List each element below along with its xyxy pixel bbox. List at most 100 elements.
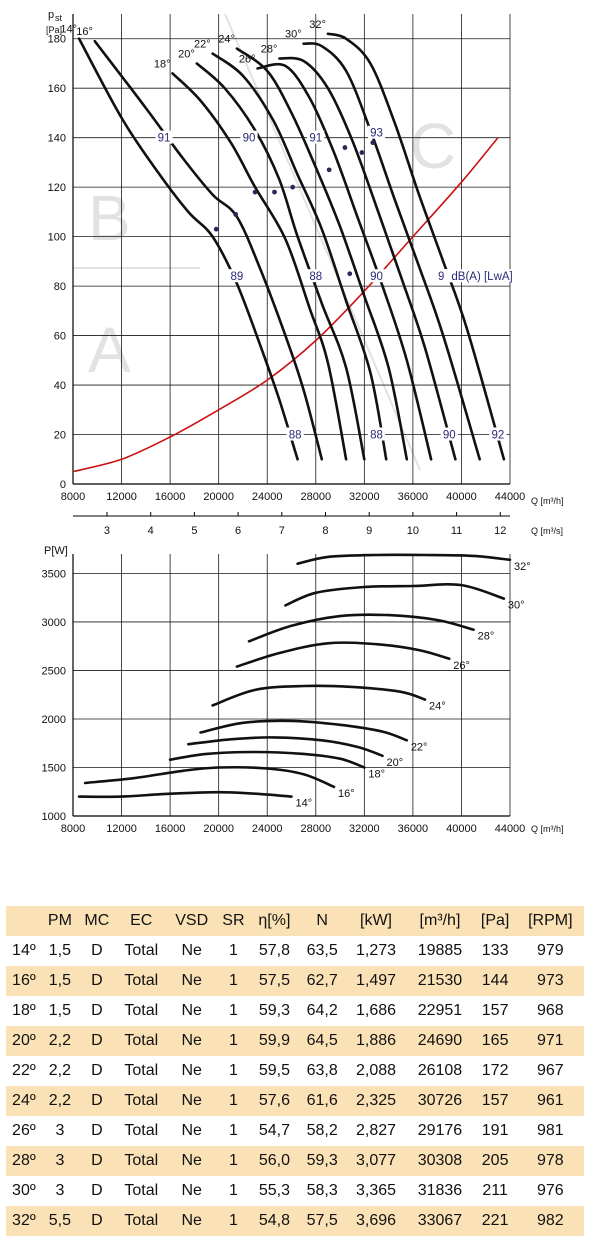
table-cell: 1 bbox=[216, 1086, 251, 1116]
table-cell: 165 bbox=[473, 1026, 517, 1056]
table-cell: 205 bbox=[473, 1146, 517, 1176]
table-cell: 24º bbox=[6, 1086, 42, 1116]
y-axis-label: p bbox=[48, 9, 54, 21]
y-tick-label: 2000 bbox=[42, 714, 66, 726]
x-tick-label: 36000 bbox=[398, 823, 429, 835]
power-curve-32 bbox=[296, 553, 512, 565]
secondary-tick-label: 11 bbox=[451, 525, 462, 537]
column-header: [Pa] bbox=[473, 906, 517, 936]
table-cell: 1 bbox=[228, 1062, 238, 1079]
x-tick-label: 12000 bbox=[106, 491, 137, 503]
power-curve-label: 20° bbox=[387, 757, 404, 769]
efficiency-label-bg bbox=[155, 130, 173, 144]
fan-curve-label: 28° bbox=[261, 44, 278, 56]
x-tick-label: 44000 bbox=[495, 823, 526, 835]
efficiency-label: 88 bbox=[289, 430, 302, 442]
efficiency-label: 90 bbox=[370, 271, 383, 283]
efficiency-label: 91 bbox=[309, 133, 322, 145]
table-cell: 3,365 bbox=[355, 1182, 397, 1199]
table-cell: Total bbox=[124, 942, 159, 959]
power-curve-label: 18° bbox=[368, 768, 385, 780]
table-cell: Total bbox=[124, 1182, 159, 1199]
efficiency-label: 91 bbox=[158, 133, 171, 145]
table-cell: 191 bbox=[481, 1122, 509, 1139]
y-tick-label: 60 bbox=[54, 331, 66, 343]
efficiency-label: 90 bbox=[443, 430, 456, 442]
table-row: 20º 2,2 D Total Ne 1 59,9 64,5 1,886 24690 165 971 bbox=[6, 1026, 584, 1056]
x-tick-label: 20000 bbox=[203, 823, 234, 835]
table-cell: 1,5 bbox=[48, 1002, 72, 1019]
table-cell: 968 bbox=[536, 1002, 564, 1019]
table-cell: 157 bbox=[481, 1002, 509, 1019]
table-cell: Total bbox=[115, 1146, 167, 1176]
table-cell: Ne bbox=[166, 1086, 217, 1116]
table-cell: 22º bbox=[12, 1062, 36, 1079]
fan-curve-24 bbox=[235, 47, 409, 461]
table-row: 18º 1,5 D Total Ne 1 59,3 64,2 1,686 22951 157 968 bbox=[6, 996, 584, 1026]
table-cell: 157 bbox=[473, 1086, 517, 1116]
table-cell: 2,2 bbox=[41, 1086, 79, 1116]
table-cell: D bbox=[91, 942, 103, 959]
operating-point bbox=[272, 189, 277, 195]
x-axis-label: Q [m³/h] bbox=[531, 824, 564, 834]
table-cell: D bbox=[78, 1026, 116, 1056]
x-tick-label: 44000 bbox=[495, 491, 526, 503]
column-header: [RPM] bbox=[516, 906, 584, 936]
table-cell: 26108 bbox=[417, 1062, 463, 1079]
table-cell: 3,077 bbox=[345, 1146, 407, 1176]
table-cell: 961 bbox=[516, 1086, 584, 1116]
table-cell: Ne bbox=[181, 1062, 202, 1079]
table-cell: 57,6 bbox=[250, 1086, 299, 1116]
fan-curve-label: 24° bbox=[218, 34, 235, 46]
operating-point bbox=[233, 211, 239, 217]
x-axis-label: Q [m³/h] bbox=[531, 496, 564, 506]
operating-point bbox=[359, 150, 365, 155]
table-cell: 172 bbox=[481, 1062, 509, 1079]
fan-curve-32 bbox=[326, 32, 506, 461]
table-cell: 61,6 bbox=[298, 1086, 346, 1116]
operating-point bbox=[290, 184, 296, 190]
column-header: N bbox=[298, 906, 346, 936]
table-cell: 2,827 bbox=[355, 1122, 397, 1139]
table-cell: Total bbox=[124, 1062, 159, 1079]
efficiency-label-bg bbox=[367, 125, 386, 139]
secondary-tick-label: 12 bbox=[494, 525, 506, 537]
efficiency-label-bg bbox=[367, 427, 386, 441]
column-header: [m³/h] bbox=[406, 906, 474, 936]
table-cell: 58,2 bbox=[306, 1122, 338, 1139]
table-cell: Ne bbox=[166, 1206, 217, 1236]
y-tick-label: 40 bbox=[54, 380, 66, 392]
fan-curve-28 bbox=[278, 56, 457, 461]
power-curve-26 bbox=[235, 641, 451, 668]
table-row: 14º 1,5 D Total Ne 1 57,8 63,5 1,273 19885 133 979 bbox=[6, 936, 584, 966]
table-cell: Total bbox=[115, 966, 167, 996]
x-tick-label: 28000 bbox=[300, 823, 331, 835]
table-row: 24º 2,2 D Total Ne 1 57,6 61,6 2,325 30726 157 961 bbox=[6, 1086, 584, 1116]
efficiency-label-bg bbox=[367, 269, 386, 283]
power-curve-16 bbox=[83, 766, 336, 789]
power-curve-22 bbox=[199, 719, 409, 742]
operating-point bbox=[370, 140, 376, 146]
power-curve-label: 22° bbox=[411, 741, 428, 753]
table-cell: 58,3 bbox=[306, 1182, 338, 1199]
table-cell: 2,325 bbox=[345, 1086, 407, 1116]
column-header: MC bbox=[78, 906, 116, 936]
table-cell: 1 bbox=[228, 1182, 238, 1199]
table-cell: D bbox=[91, 1002, 103, 1019]
column-header: PM bbox=[41, 906, 79, 936]
table-cell: 5,5 bbox=[41, 1206, 79, 1236]
zone-label-c: C bbox=[410, 110, 456, 182]
column-header: [kW] bbox=[345, 906, 407, 936]
table-cell: Total bbox=[124, 1122, 159, 1139]
y-tick-label: 140 bbox=[48, 133, 66, 145]
column-header bbox=[6, 906, 42, 936]
power-curve-label: 30° bbox=[508, 600, 525, 612]
zone-label-b: B bbox=[88, 182, 131, 254]
secondary-tick-label: 5 bbox=[191, 525, 197, 537]
secondary-tick-label: 6 bbox=[235, 525, 241, 537]
y-tick-label: 0 bbox=[60, 479, 66, 491]
fan-data-table: PM MC EC VSD SR η[%] N [kW] [m³/h] [Pa] [RPM] 14º 1… bbox=[6, 906, 584, 1236]
table-cell: 1 bbox=[228, 1002, 238, 1019]
efficiency-label: 90 bbox=[243, 133, 256, 145]
